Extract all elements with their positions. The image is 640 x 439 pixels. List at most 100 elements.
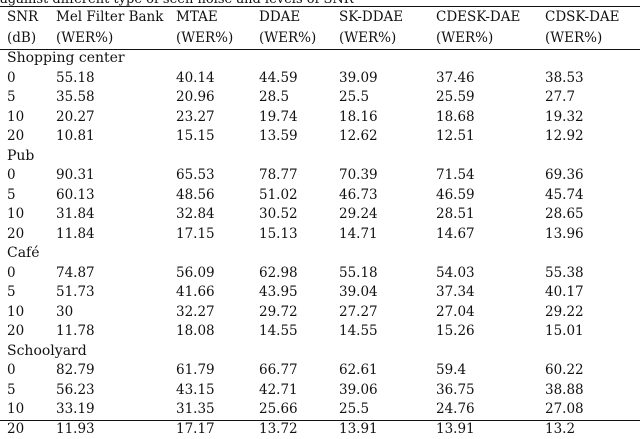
wer-cell: 62.61 — [339, 361, 436, 381]
wer-cell: 90.31 — [56, 166, 176, 186]
snr-cell: 5 — [0, 186, 56, 206]
wer-cell: 43.15 — [176, 381, 259, 401]
header-cell: Mel Filter Bank — [56, 7, 176, 28]
wer-cell: 45.74 — [545, 186, 640, 206]
header-cell: (WER%) — [259, 28, 339, 49]
wer-cell: 31.84 — [56, 205, 176, 225]
snr-cell: 20 — [0, 420, 56, 439]
header-cell: (WER%) — [545, 28, 640, 49]
wer-cell: 78.77 — [259, 166, 339, 186]
noise-group-row: Shopping center — [0, 49, 640, 69]
wer-cell: 55.38 — [545, 264, 640, 284]
noise-type-label: Schoolyard — [0, 342, 640, 362]
header-cell: (WER%) — [436, 28, 545, 49]
header-cell: CDSK-DAE — [545, 7, 640, 28]
wer-cell: 18.68 — [436, 108, 545, 128]
wer-cell: 37.34 — [436, 283, 545, 303]
wer-cell: 66.77 — [259, 361, 339, 381]
wer-cell: 25.5 — [339, 88, 436, 108]
snr-cell: 0 — [0, 264, 56, 284]
wer-cell: 71.54 — [436, 166, 545, 186]
wer-cell: 14.55 — [339, 322, 436, 342]
wer-cell: 13.91 — [339, 420, 436, 439]
wer-cell: 39.06 — [339, 381, 436, 401]
wer-cell: 55.18 — [56, 69, 176, 89]
wer-cell: 12.51 — [436, 127, 545, 147]
header-row-1: SNR Mel Filter Bank MTAE DDAE SK-DDAE CD… — [0, 7, 640, 28]
wer-cell: 11.93 — [56, 420, 176, 439]
wer-cell: 20.96 — [176, 88, 259, 108]
snr-cell: 20 — [0, 322, 56, 342]
wer-cell: 17.15 — [176, 225, 259, 245]
wer-cell: 69.36 — [545, 166, 640, 186]
wer-cell: 29.22 — [545, 303, 640, 323]
table-header: SNR Mel Filter Bank MTAE DDAE SK-DDAE CD… — [0, 7, 640, 49]
wer-cell: 28.65 — [545, 205, 640, 225]
wer-cell: 17.17 — [176, 420, 259, 439]
wer-cell: 38.88 — [545, 381, 640, 401]
wer-cell: 27.7 — [545, 88, 640, 108]
wer-cell: 27.04 — [436, 303, 545, 323]
wer-cell: 55.18 — [339, 264, 436, 284]
wer-cell: 27.27 — [339, 303, 436, 323]
wer-cell: 51.02 — [259, 186, 339, 206]
wer-cell: 19.74 — [259, 108, 339, 128]
wer-cell: 40.14 — [176, 69, 259, 89]
wer-cell: 56.09 — [176, 264, 259, 284]
wer-cell: 15.13 — [259, 225, 339, 245]
wer-cell: 20.27 — [56, 108, 176, 128]
wer-cell: 13.96 — [545, 225, 640, 245]
wer-cell: 30 — [56, 303, 176, 323]
wer-cell: 33.19 — [56, 400, 176, 420]
wer-cell: 30.52 — [259, 205, 339, 225]
wer-cell: 39.09 — [339, 69, 436, 89]
snr-cell: 0 — [0, 69, 56, 89]
wer-cell: 28.51 — [436, 205, 545, 225]
snr-cell: 0 — [0, 361, 56, 381]
header-cell: CDESK-DAE — [436, 7, 545, 28]
snr-cell: 20 — [0, 127, 56, 147]
wer-cell: 39.04 — [339, 283, 436, 303]
noise-group-row: Schoolyard — [0, 342, 640, 362]
wer-cell: 70.39 — [339, 166, 436, 186]
wer-cell: 62.98 — [259, 264, 339, 284]
header-cell: (dB) — [0, 28, 56, 49]
wer-cell: 11.84 — [56, 225, 176, 245]
snr-cell: 5 — [0, 88, 56, 108]
noise-group-row: Pub — [0, 147, 640, 167]
wer-cell: 23.27 — [176, 108, 259, 128]
header-cell: MTAE — [176, 7, 259, 28]
snr-cell: 10 — [0, 303, 56, 323]
header-cell: DDAE — [259, 7, 339, 28]
wer-cell: 42.71 — [259, 381, 339, 401]
wer-cell: 38.53 — [545, 69, 640, 89]
snr-cell: 10 — [0, 205, 56, 225]
wer-cell: 46.59 — [436, 186, 545, 206]
header-row-2: (dB) (WER%) (WER%) (WER%) (WER%) (WER%) … — [0, 28, 640, 49]
wer-cell: 48.56 — [176, 186, 259, 206]
header-cell: (WER%) — [176, 28, 259, 49]
wer-cell: 29.24 — [339, 205, 436, 225]
wer-cell: 35.58 — [56, 88, 176, 108]
header-cell: SNR — [0, 7, 56, 28]
wer-cell: 31.35 — [176, 400, 259, 420]
wer-cell: 15.15 — [176, 127, 259, 147]
wer-cell: 27.08 — [545, 400, 640, 420]
snr-cell: 5 — [0, 381, 56, 401]
snr-cell: 5 — [0, 283, 56, 303]
wer-cell: 44.59 — [259, 69, 339, 89]
wer-cell: 12.62 — [339, 127, 436, 147]
wer-cell: 40.17 — [545, 283, 640, 303]
